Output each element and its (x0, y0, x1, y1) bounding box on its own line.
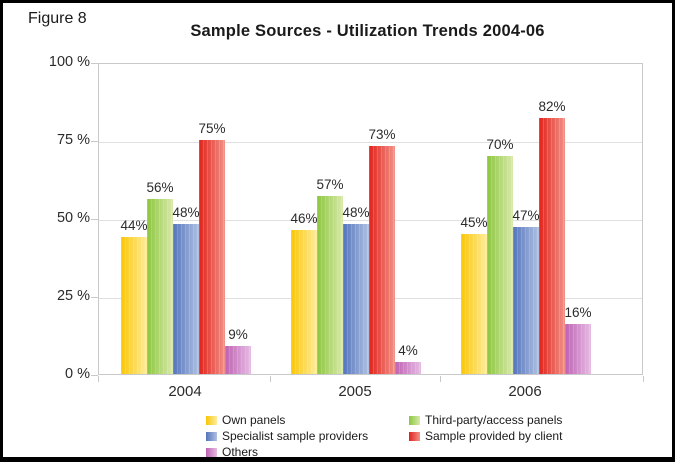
x-axis-label-2004: 2004 (168, 383, 202, 400)
y-tick-mark (91, 219, 98, 220)
y-tick-mark (91, 297, 98, 298)
bar-value-label: 48% (172, 205, 200, 221)
legend-label: Sample provided by client (425, 429, 563, 443)
bar-2005-series-2 (343, 224, 369, 374)
bar-value-label: 82% (538, 99, 566, 115)
legend-item: Sample provided by client (409, 428, 562, 444)
bar-group-2005: 46% 57% 48% 73% 4% (271, 64, 441, 374)
y-tick-label: 100 % (48, 54, 90, 70)
bar-value-label: 44% (120, 217, 148, 233)
bar-value-label: 45% (460, 214, 488, 230)
legend-label: Own panels (222, 413, 286, 427)
x-axis-label-2006: 2006 (508, 383, 542, 400)
bar-2004-series-1 (147, 199, 173, 374)
figure-label: Figure 8 (28, 10, 87, 27)
bar-value-label: 4% (398, 342, 418, 358)
bar-2004-series-2 (173, 224, 199, 374)
bar-value-label: 57% (316, 177, 344, 193)
legend-item: Own panels (206, 412, 285, 428)
legend-swatch-icon (409, 415, 420, 425)
bar-2004-series-0 (121, 236, 147, 374)
plot-area: 44% 56% 48% 75% 9% 46% 57% 48% 73% 4% 45% 70% 47% 82%… (98, 63, 643, 375)
gridline (99, 142, 642, 143)
bar-value-label: 70% (486, 136, 514, 152)
y-tick-mark (91, 375, 98, 376)
x-tick-mark (270, 376, 271, 382)
bar-2004-series-4 (225, 345, 251, 374)
bar-2005-series-4 (395, 361, 421, 374)
bar-value-label: 46% (290, 211, 318, 227)
legend-swatch-icon (409, 431, 420, 441)
y-tick-mark (91, 63, 98, 64)
legend-item: Third-party/access panels (409, 412, 562, 428)
x-axis-label-2005: 2005 (338, 383, 372, 400)
legend-swatch-icon (206, 431, 217, 441)
bar-2005-series-1 (317, 196, 343, 374)
bar-group-2006: 45% 70% 47% 82% 16% (441, 64, 611, 374)
bar-value-label: 56% (146, 180, 174, 196)
legend-swatch-icon (206, 447, 217, 457)
x-tick-mark (440, 376, 441, 382)
legend-label: Specialist sample providers (222, 429, 369, 443)
y-tick-mark (91, 141, 98, 142)
y-tick-label: 0 % (65, 366, 90, 382)
y-tick-label: 50 % (56, 210, 90, 226)
bar-value-label: 48% (342, 205, 370, 221)
chart-title: Sample Sources - Utilization Trends 2004… (190, 22, 545, 40)
legend-swatch-icon (206, 415, 217, 425)
bar-2005-series-3 (369, 146, 395, 374)
bar-2006-series-4 (565, 324, 591, 374)
y-tick-label: 75 % (56, 132, 90, 148)
legend-item: Specialist sample providers (206, 428, 368, 444)
legend-label: Third-party/access panels (425, 413, 563, 427)
bar-value-label: 75% (198, 121, 226, 136)
bar-2006-series-0 (461, 233, 487, 374)
bar-value-label: 47% (512, 208, 540, 224)
bar-2006-series-2 (513, 227, 539, 374)
x-tick-mark (643, 376, 644, 382)
legend-label: Others (222, 445, 259, 459)
bar-2005-series-0 (291, 230, 317, 374)
bar-2006-series-3 (539, 118, 565, 374)
legend-item: Others (206, 444, 259, 459)
bar-value-label: 16% (564, 305, 592, 321)
bar-value-label: 9% (228, 326, 248, 342)
x-tick-mark (98, 376, 99, 382)
y-tick-label: 25 % (56, 288, 90, 304)
bar-group-2004: 44% 56% 48% 75% 9% (101, 64, 271, 374)
bar-value-label: 73% (368, 127, 396, 143)
bar-2004-series-3 (199, 140, 225, 374)
bar-2006-series-1 (487, 155, 513, 374)
